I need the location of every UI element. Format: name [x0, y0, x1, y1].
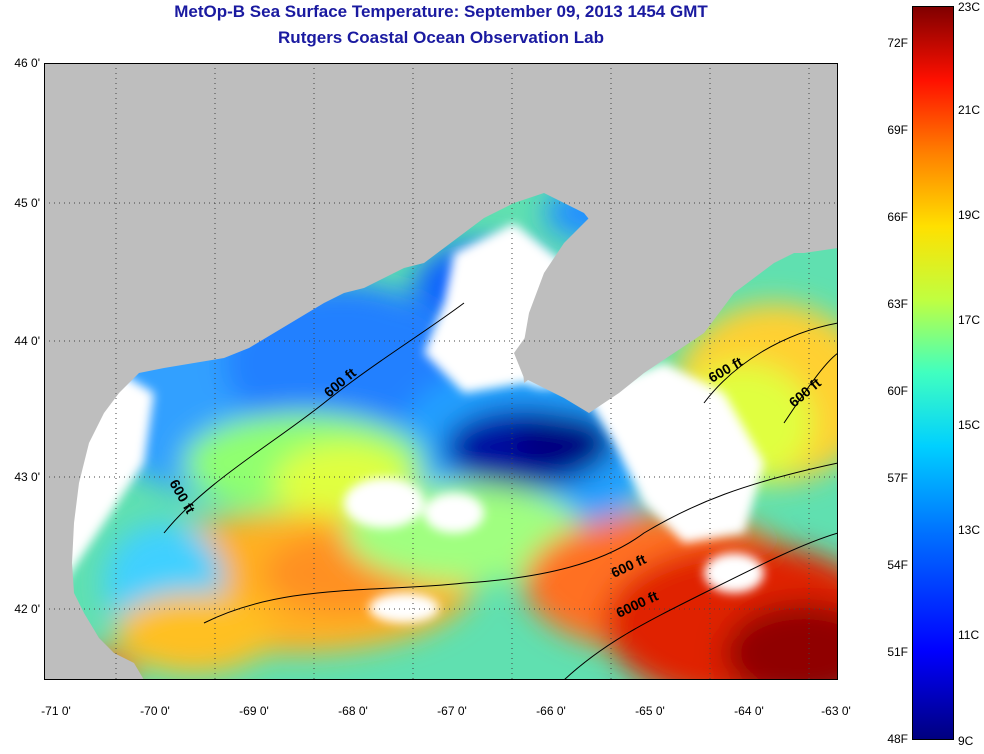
colorbar-f-label: 63F	[887, 297, 908, 311]
colorbar-f-label: 69F	[887, 123, 908, 137]
colorbar-c-label: 9C	[958, 734, 974, 748]
lat-label: 46 0'	[14, 56, 40, 70]
lon-label: -64 0'	[734, 704, 764, 718]
lon-label: -68 0'	[338, 704, 368, 718]
colorbar-c-label: 13C	[958, 523, 981, 537]
colorbar-c-label: 11C	[958, 628, 980, 642]
colorbar-c-label: 15C	[958, 418, 981, 432]
colorbar	[912, 6, 954, 740]
land-mask	[44, 63, 838, 680]
lat-label: 45 0'	[14, 196, 40, 210]
lon-label: -71 0'	[41, 704, 71, 718]
colorbar-c-label: 19C	[958, 208, 981, 222]
lat-label: 42 0'	[14, 602, 40, 616]
colorbar-c-label: 23C	[958, 0, 981, 14]
lon-label: -70 0'	[140, 704, 170, 718]
colorbar-f-label: 54F	[887, 558, 908, 572]
colorbar-c-label: 17C	[958, 313, 981, 327]
lon-label: -65 0'	[635, 704, 665, 718]
map-title: MetOp-B Sea Surface Temperature: Septemb…	[174, 2, 708, 21]
colorbar-f-label: 51F	[887, 645, 908, 659]
map-subtitle: Rutgers Coastal Ocean Observation Lab	[278, 28, 604, 47]
colorbar-f-label: 66F	[887, 210, 908, 224]
colorbar-f-label: 72F	[887, 36, 908, 50]
lon-label: -63 0'	[821, 704, 851, 718]
colorbar-f-label: 57F	[887, 471, 908, 485]
lon-label: -69 0'	[239, 704, 269, 718]
lat-label: 43 0'	[14, 470, 40, 484]
sst-map: 600 ft 600 ft 600 ft 600 ft 600 ft 6000 …	[44, 63, 838, 680]
bathymetry-contours	[163, 302, 838, 680]
colorbar-f-label: 48F	[887, 732, 908, 746]
lat-label: 44 0'	[14, 334, 40, 348]
lon-label: -67 0'	[437, 704, 467, 718]
colorbar-c-label: 21C	[958, 103, 981, 117]
colorbar-f-label: 60F	[887, 384, 908, 398]
lon-label: -66 0'	[536, 704, 566, 718]
